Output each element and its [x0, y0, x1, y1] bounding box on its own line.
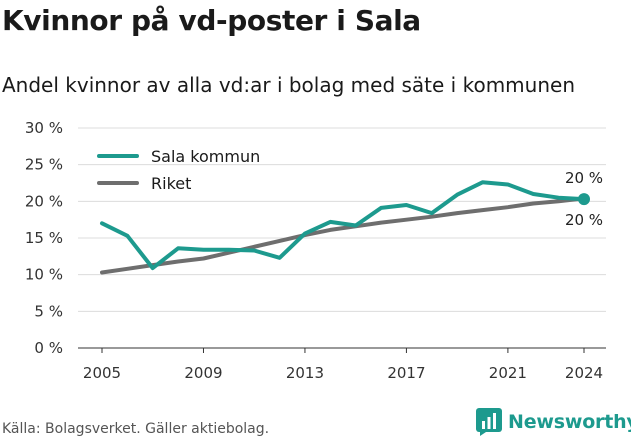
y-tick-label: 30 %: [25, 119, 63, 137]
source-note: Källa: Bolagsverket. Gäller aktiebolag.: [2, 421, 270, 437]
y-tick-label: 20 %: [25, 192, 63, 210]
series-line-sala-kommun: [100, 180, 586, 271]
series-line-riket: [100, 196, 586, 275]
x-tick-label: 2005: [83, 364, 121, 382]
y-tick-label: 10 %: [25, 266, 63, 284]
y-tick-label: 0 %: [34, 339, 63, 357]
y-tick-label: 5 %: [34, 302, 63, 320]
newsworthy-brand: Newsworthy: [476, 408, 631, 436]
x-tick-label: 2009: [184, 364, 222, 382]
x-tick-label: 2013: [286, 364, 324, 382]
x-tick-label: 2017: [387, 364, 425, 382]
y-tick-label: 25 %: [25, 156, 63, 174]
legend-label: Riket: [151, 174, 191, 193]
x-tick-label: 2021: [489, 364, 527, 382]
line-chart: 0 % 5 % 10 % 15 % 20 % 25 % 30 % 2005 2009 2013 20…: [25, 119, 606, 382]
y-tick-label: 15 %: [25, 229, 63, 247]
chart-title: Kvinnor på vd-poster i Sala: [2, 4, 421, 37]
x-tick-label: 2024: [565, 364, 603, 382]
chart-subtitle: Andel kvinnor av alla vd:ar i bolag med …: [2, 73, 575, 97]
end-label-sala-kommun: 20 %: [565, 169, 603, 187]
end-label-riket: 20 %: [565, 211, 603, 229]
legend-label: Sala kommun: [151, 147, 260, 166]
bar-chart-logo-icon: [476, 408, 502, 436]
brand-name: Newsworthy: [508, 411, 631, 433]
series-end-marker: [578, 193, 590, 206]
